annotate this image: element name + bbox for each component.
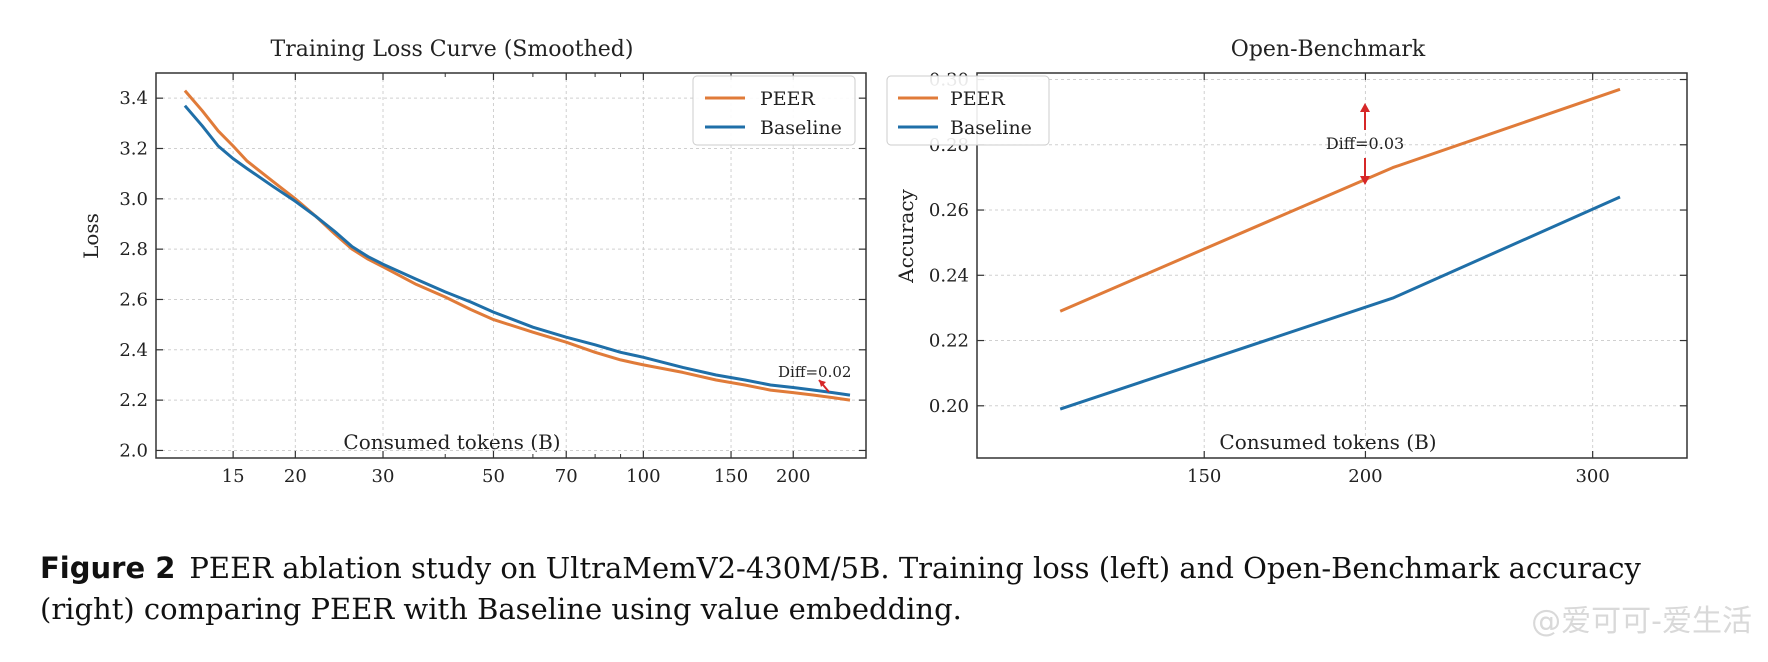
y-tick-label: 2.6 [119,289,148,310]
x-tick-label: 200 [776,466,810,487]
y-tick-label: 3.2 [119,138,148,159]
figure-label: Figure 2 [40,551,176,585]
x-tick-label: 50 [482,466,505,487]
x-axis-label: Consumed tokens (B) [1219,430,1436,454]
legend-label-peer: PEER [950,88,1006,110]
legend-label-baseline: Baseline [760,117,842,139]
y-tick-label: 0.22 [929,331,969,352]
x-tick-label: 150 [714,466,748,487]
y-tick-label: 0.26 [929,200,969,221]
y-tick-label: 0.24 [929,265,969,286]
open-benchmark-chart: Open-Benchmark Consumed tokens (B) Accur… [886,37,1688,487]
annotation: Diff=0.02 [778,363,851,393]
y-axis-label: Loss [79,213,103,259]
figure-caption: Figure 2 PEER ablation study on UltraMemV… [40,548,1740,630]
y-axis-label: Accuracy [894,188,918,283]
series-line-peer [183,89,851,402]
y-tick-label: 2.4 [119,340,148,361]
legend: PEER Baseline [692,75,856,146]
chart-title: Training Loss Curve (Smoothed) [271,37,634,62]
chart-title: Open-Benchmark [1231,37,1426,62]
legend-label-peer: PEER [760,88,816,110]
series-line-baseline [183,104,851,397]
annotation: Diff=0.03 [1326,103,1404,185]
training-loss-chart: Training Loss Curve (Smoothed) Consumed … [79,37,867,487]
x-tick-label: 30 [372,466,395,487]
plot-frame [155,72,867,459]
x-tick-label: 100 [626,466,660,487]
series-line-baseline [1059,195,1621,411]
x-tick-label: 300 [1575,466,1609,487]
y-tick-label: 2.0 [119,440,148,461]
diff-arrowhead [819,380,826,387]
y-tick-label: 3.0 [119,189,148,210]
legend: PEER Baseline [886,75,1050,146]
diff-arrowhead-up [1360,103,1370,112]
diff-annotation-label: Diff=0.02 [778,363,851,381]
x-tick-label: 200 [1348,466,1382,487]
diff-annotation-label: Diff=0.03 [1326,134,1404,153]
y-tick-label: 2.2 [119,390,148,411]
series-line-peer [1059,87,1621,313]
diff-arrowhead-down [1360,176,1370,185]
x-tick-label: 70 [555,466,578,487]
y-tick-label: 3.4 [119,88,148,109]
x-tick-label: 150 [1187,466,1221,487]
plot-frame [976,72,1688,459]
y-tick-label: 2.8 [119,239,148,260]
x-tick-label: 20 [284,466,307,487]
watermark: @爱可可-爱生活 [1531,604,1752,639]
x-tick-label: 15 [222,466,245,487]
legend-label-baseline: Baseline [950,117,1032,139]
y-tick-label: 0.20 [929,396,969,417]
caption-text: PEER ablation study on UltraMemV2-430M/5… [40,551,1641,626]
